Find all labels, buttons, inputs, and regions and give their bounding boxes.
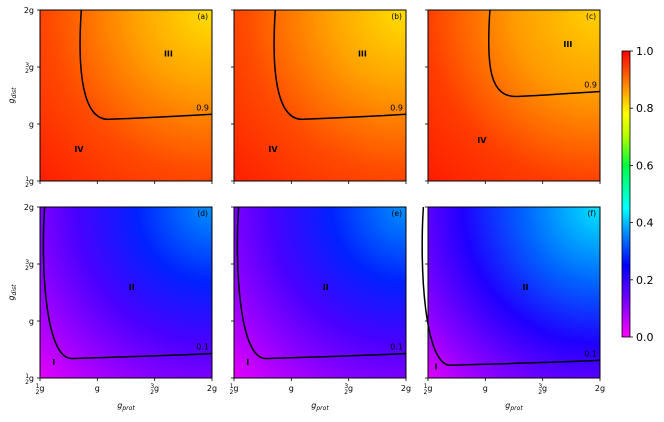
colorbar-tick-label-1: 0.2 bbox=[636, 274, 654, 287]
region-label-c-1: IV bbox=[477, 136, 487, 145]
x-tick-label-d-1: g bbox=[95, 384, 100, 393]
contour-b bbox=[273, 9, 407, 121]
y-tick-label-d-3: 2g bbox=[24, 203, 34, 212]
contour-label-c: 0.9 bbox=[584, 81, 597, 90]
panel-label-e: (e) bbox=[392, 209, 403, 218]
panel-frame-a bbox=[39, 9, 213, 182]
contour-label-d: 0.1 bbox=[196, 342, 209, 351]
panel-frame-b bbox=[233, 9, 407, 182]
x-axis-label-d: gprot bbox=[117, 401, 135, 412]
colorbar-tick-label-5: 1.0 bbox=[636, 45, 654, 58]
x-tick-label-f-3: 2g bbox=[595, 384, 605, 393]
contour-label-b: 0.9 bbox=[390, 103, 403, 112]
region-label-d-1: I bbox=[52, 358, 55, 367]
x-tick-label-d-2: 3 2g bbox=[150, 383, 159, 396]
panel-label-c: (c) bbox=[586, 12, 596, 21]
y-tick-label-d-2: 3 2g bbox=[25, 259, 34, 272]
y-tick-label-a-3: 2g bbox=[24, 6, 34, 15]
heatmap-a bbox=[40, 10, 212, 181]
region-label-a-0: III bbox=[164, 49, 173, 58]
contour-c bbox=[487, 9, 601, 98]
heatmap-c bbox=[428, 10, 600, 181]
panel-label-b: (b) bbox=[391, 12, 402, 21]
y-tick-label-d-0: 1 2g bbox=[25, 373, 34, 386]
heatmap-b bbox=[234, 10, 406, 181]
region-label-c-0: III bbox=[563, 40, 572, 49]
panel-frame-c bbox=[427, 9, 601, 182]
x-tick-label-f-0: 1 2g bbox=[424, 383, 433, 396]
region-label-e-1: I bbox=[246, 358, 249, 367]
colorbar-tick-label-4: 0.8 bbox=[636, 102, 654, 115]
colorbar: 0.0 0.2 0.4 0.6 0.8 1.0 bbox=[621, 45, 654, 344]
y-axis-label-d: gdist bbox=[7, 284, 18, 301]
region-label-b-0: III bbox=[358, 49, 367, 58]
contour-label-f: 0.1 bbox=[584, 349, 597, 358]
colorbar-tick-label-0: 0.0 bbox=[636, 331, 654, 344]
contour-d bbox=[42, 206, 213, 360]
x-tick-label-f-1: g bbox=[483, 384, 488, 393]
contour-e bbox=[236, 206, 407, 360]
x-tick-label-d-3: 2g bbox=[207, 384, 217, 393]
x-tick-label-f-2: 3 2g bbox=[538, 383, 547, 396]
y-tick-label-a-0: 1 2g bbox=[25, 176, 34, 189]
panel-b: 0.9 III IV (b) bbox=[231, 9, 407, 184]
panel-frame-d bbox=[39, 206, 213, 379]
contour-label-a: 0.9 bbox=[196, 103, 209, 112]
y-axis-label-a: gdist bbox=[7, 87, 18, 104]
x-tick-label-e-2: 3 2g bbox=[344, 383, 353, 396]
heatmap-d bbox=[40, 207, 212, 378]
y-tick-label-a-1: g bbox=[29, 120, 34, 129]
x-tick-label-e-1: g bbox=[289, 384, 294, 393]
region-label-e-0: II bbox=[323, 283, 329, 292]
region-label-b-1: IV bbox=[268, 145, 278, 154]
x-axis-label-f: gprot bbox=[505, 401, 523, 412]
panel-c: 0.9 III IV (c) bbox=[425, 9, 601, 184]
region-label-f-0: II bbox=[522, 283, 528, 292]
contour-a bbox=[79, 9, 213, 121]
colorbar-tick-label-2: 0.4 bbox=[636, 217, 654, 230]
heatmap-e bbox=[234, 207, 406, 378]
x-axis-label-e: gprot bbox=[311, 401, 329, 412]
heatmap-f bbox=[428, 207, 600, 378]
colorbar-gradient bbox=[621, 50, 631, 338]
region-label-a-1: IV bbox=[74, 145, 84, 154]
panel-label-f: (f) bbox=[588, 209, 597, 218]
colorbar-tick-label-3: 0.6 bbox=[636, 159, 654, 172]
contour-label-e: 0.1 bbox=[390, 342, 403, 351]
y-tick-label-d-1: g bbox=[29, 317, 34, 326]
panel-frame-e bbox=[233, 206, 407, 379]
panel-label-d: (d) bbox=[197, 209, 208, 218]
panel-a: 0.9 III IV (a) 1 2g g 3 2g 2g gdist bbox=[7, 6, 213, 189]
panel-label-a: (a) bbox=[198, 12, 209, 21]
contour-f bbox=[421, 206, 601, 367]
x-tick-label-d-0: 1 2g bbox=[36, 383, 45, 396]
region-label-f-1: I bbox=[435, 363, 438, 372]
panel-frame-f bbox=[427, 206, 601, 379]
y-tick-label-a-2: 3 2g bbox=[25, 62, 34, 75]
region-label-d-0: II bbox=[129, 283, 135, 292]
x-tick-label-e-3: 2g bbox=[401, 384, 411, 393]
x-tick-label-e-0: 1 2g bbox=[230, 383, 239, 396]
